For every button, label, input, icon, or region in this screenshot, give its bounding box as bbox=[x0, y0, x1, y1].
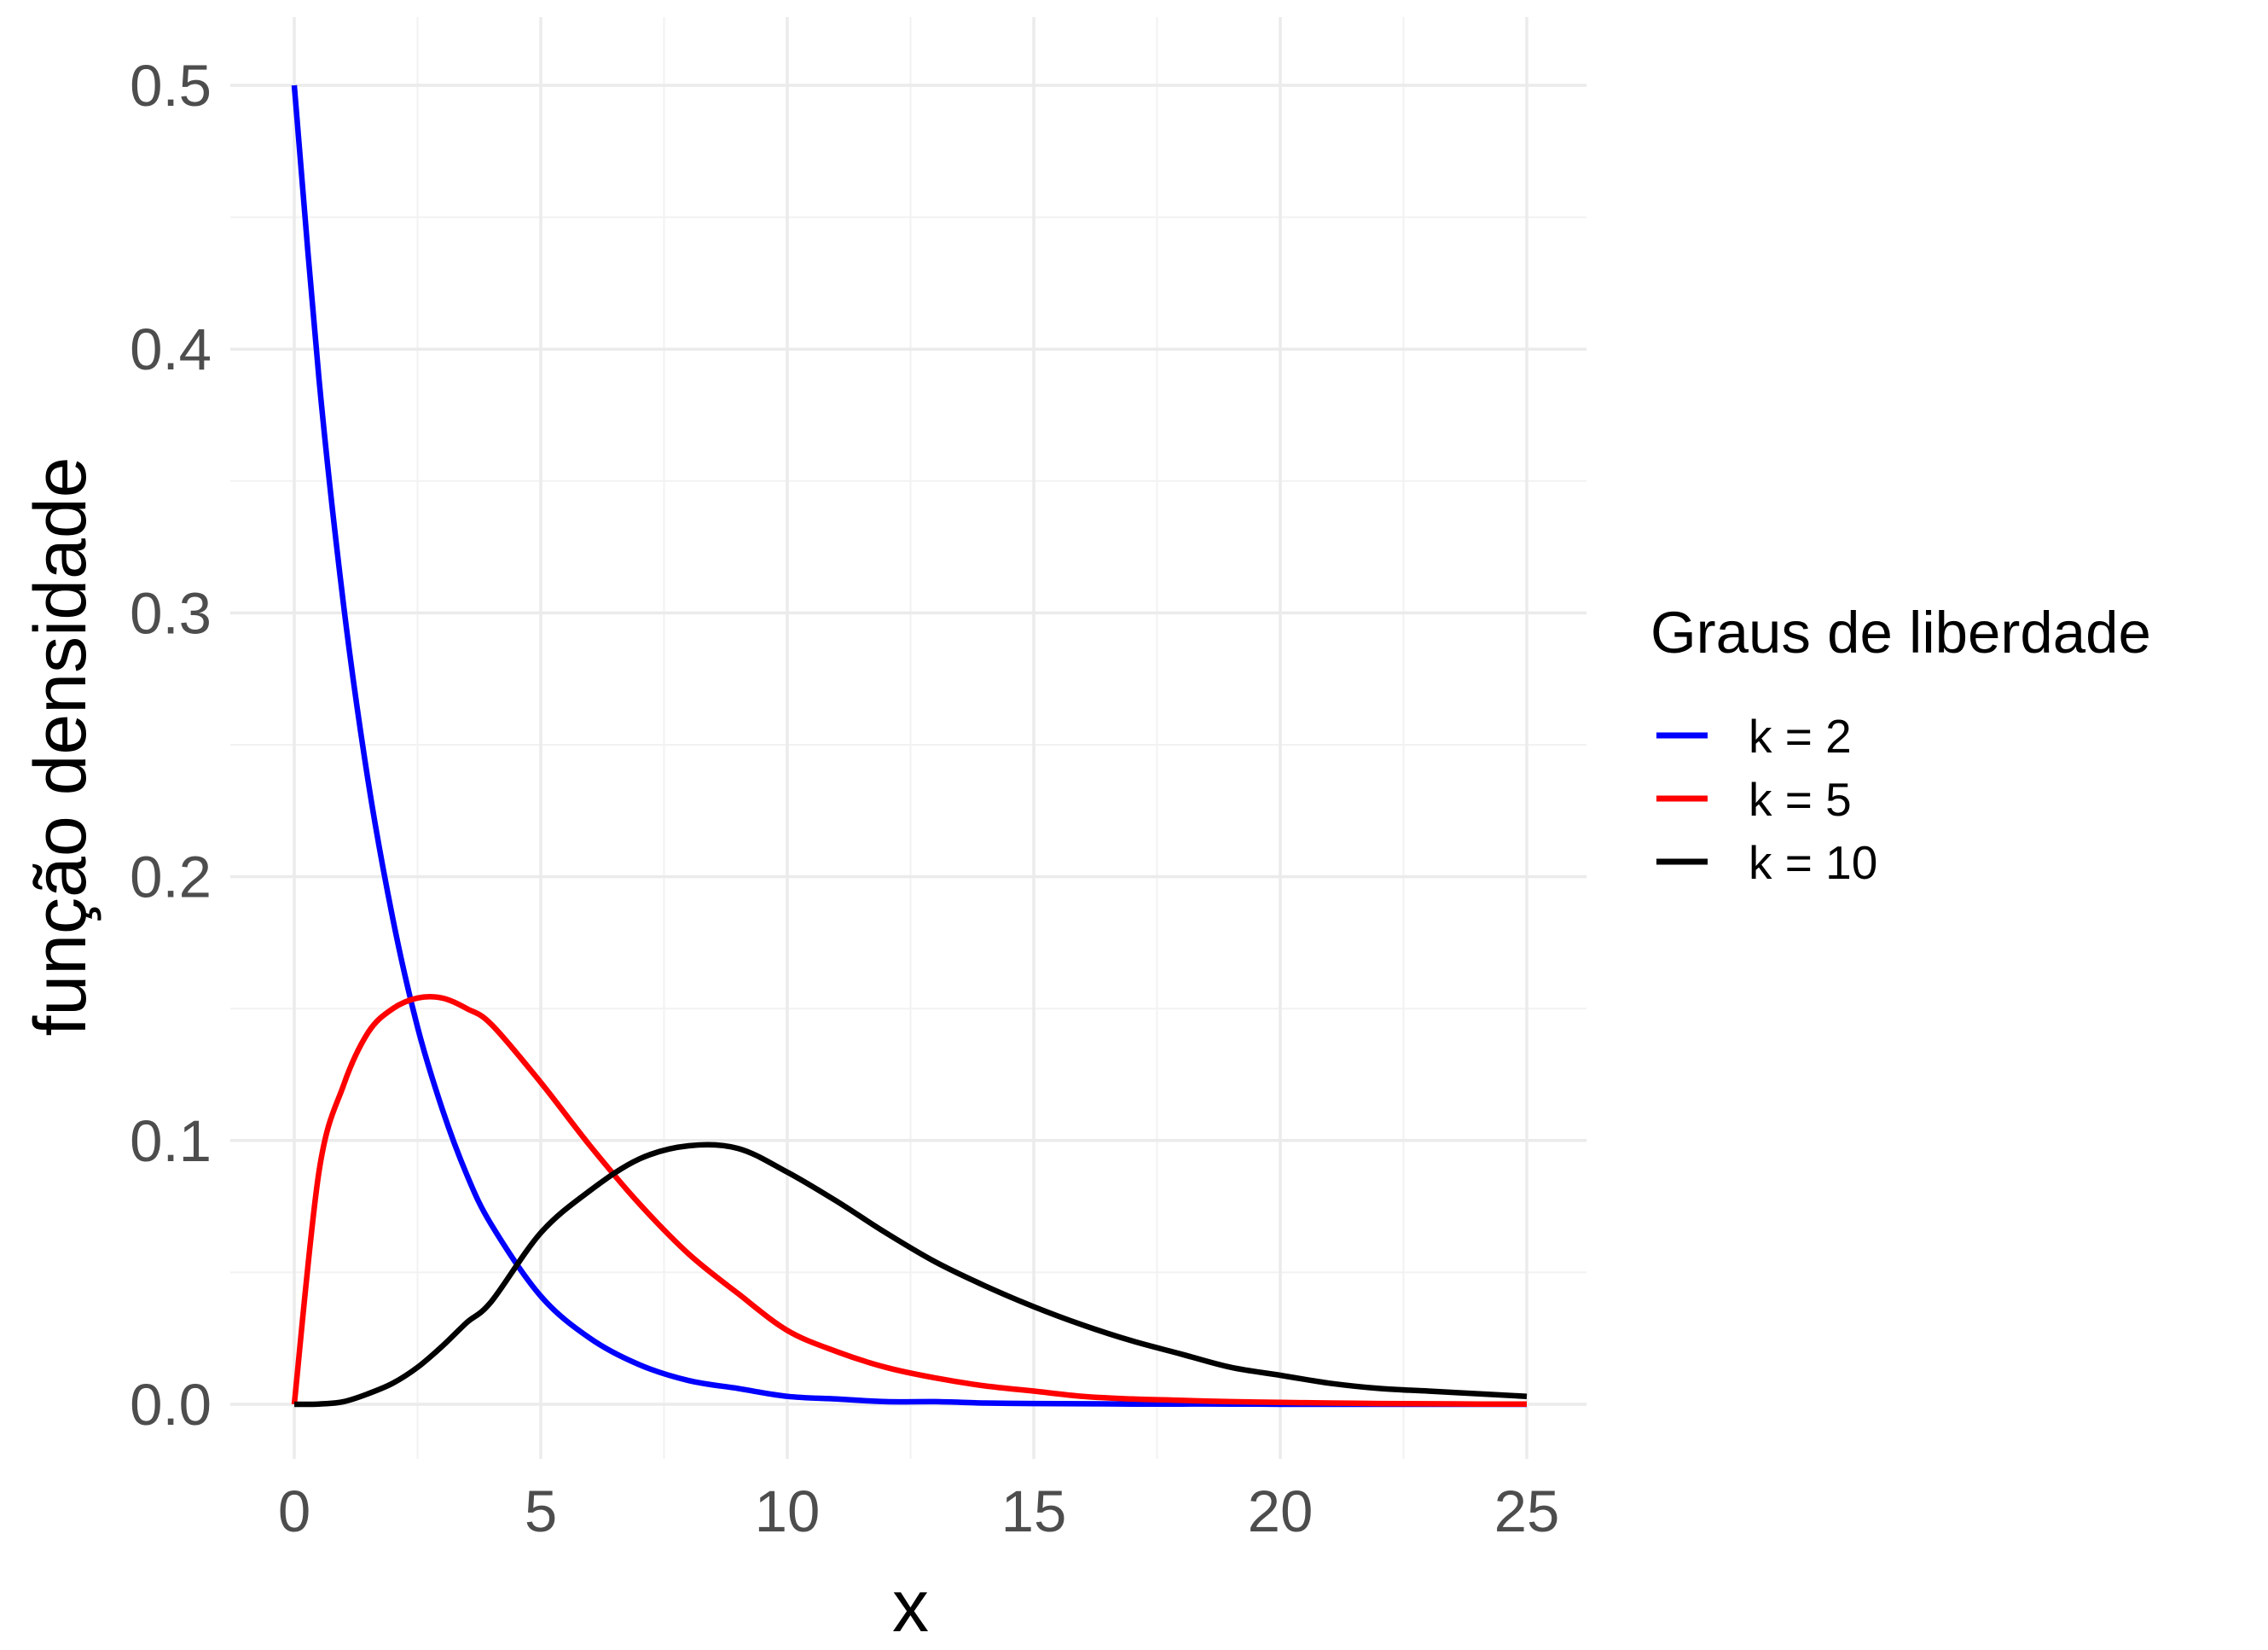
y-tick-label: 0.1 bbox=[130, 1108, 212, 1174]
x-tick-label: 15 bbox=[1001, 1479, 1067, 1544]
y-tick-label: 0.5 bbox=[130, 53, 212, 119]
y-tick-label: 0.3 bbox=[130, 580, 212, 646]
series-line-2 bbox=[291, 994, 1527, 1407]
x-tick-label: 25 bbox=[1494, 1479, 1560, 1544]
series-lines bbox=[291, 84, 1528, 1408]
grid bbox=[230, 17, 1586, 1459]
y-tick-label: 0.0 bbox=[130, 1372, 212, 1438]
x-axis-title: x bbox=[892, 1566, 929, 1647]
legend-label-1: k = 2 bbox=[1749, 710, 1852, 763]
legend: Graus de liberdade k = 2 k = 5 k = 10 bbox=[1650, 600, 2151, 889]
legend-items: k = 2 k = 5 k = 10 bbox=[1656, 710, 1877, 889]
x-tick-label: 5 bbox=[525, 1479, 557, 1544]
x-axis-ticks: 0 5 10 15 20 25 bbox=[278, 1479, 1560, 1544]
legend-label-3: k = 10 bbox=[1749, 836, 1877, 889]
legend-label-2: k = 5 bbox=[1749, 773, 1852, 826]
x-tick-label: 0 bbox=[278, 1479, 310, 1544]
y-tick-label: 0.4 bbox=[130, 317, 212, 382]
series-line-3 bbox=[293, 1142, 1528, 1408]
y-tick-label: 0.2 bbox=[130, 845, 212, 910]
x-tick-label: 10 bbox=[755, 1479, 821, 1544]
x-tick-label: 20 bbox=[1248, 1479, 1314, 1544]
y-axis-ticks: 0.0 0.1 0.2 0.3 0.4 0.5 bbox=[130, 53, 212, 1438]
legend-title: Graus de liberdade bbox=[1650, 600, 2151, 665]
y-axis-title: função densidade bbox=[20, 456, 102, 1036]
